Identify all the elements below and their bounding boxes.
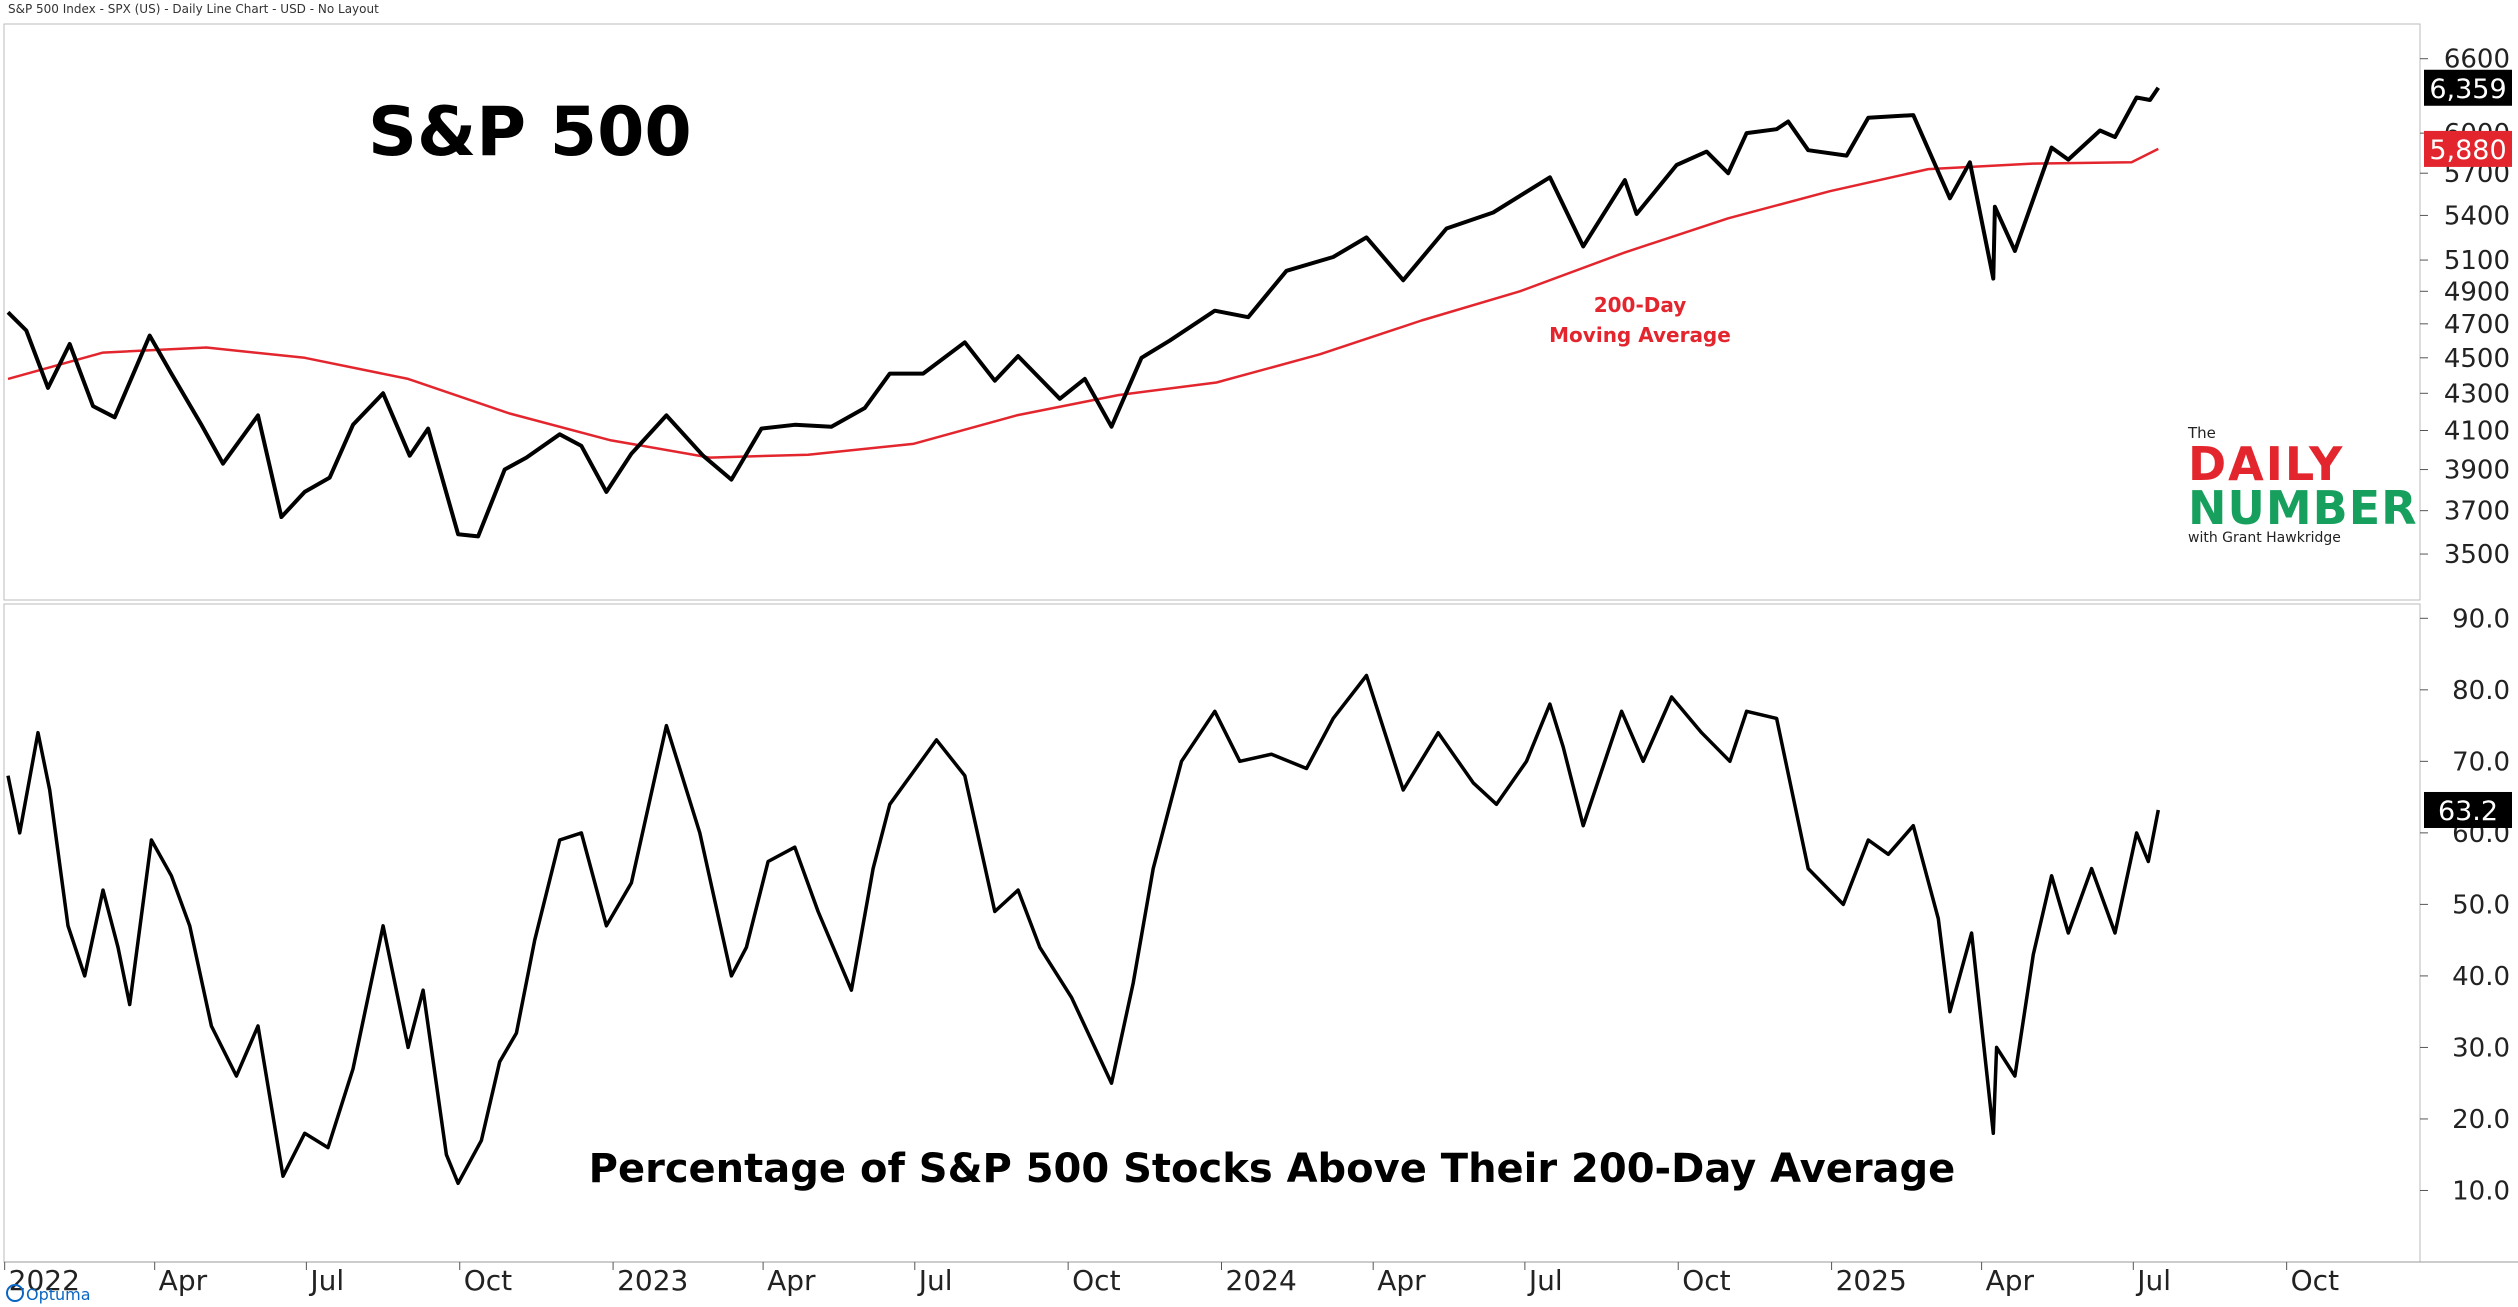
sp500-price-line (6, 86, 2160, 539)
x-tick-label: Jul (308, 1264, 344, 1297)
bottom-y-tick-label: 70.0 (2452, 747, 2510, 777)
sp500-last-value-box (2424, 69, 2512, 106)
bottom-y-tick-label: 80.0 (2452, 676, 2510, 706)
logo-number-text: NUMBER (2188, 481, 2418, 535)
x-tick-label: Apr (1986, 1264, 2035, 1297)
x-tick-label: Oct (1682, 1264, 1730, 1297)
top-y-tick-label: 4500 (2444, 344, 2510, 374)
top-y-tick-label: 4300 (2444, 379, 2510, 409)
breadth-last-value-box (2424, 791, 2512, 828)
moving-average-line (7, 147, 2159, 459)
bottom-y-tick-label: 20.0 (2452, 1105, 2510, 1135)
x-tick-label: Jul (2135, 1264, 2171, 1297)
bottom-y-tick-label: 40.0 (2452, 962, 2510, 992)
ma-annotation-line2: Moving Average (1549, 323, 1731, 347)
x-tick-label: Apr (767, 1264, 816, 1297)
x-tick-label: 2025 (1836, 1264, 1907, 1297)
x-tick-label: Oct (464, 1264, 512, 1297)
optuma-label: Optuma (26, 1285, 91, 1304)
top-y-tick-label: 3700 (2444, 497, 2510, 527)
sp500-panel: S&P 500 200-Day Moving Average (6, 86, 2160, 539)
optuma-logo-icon (6, 1284, 24, 1302)
top-y-tick-label: 4100 (2444, 416, 2510, 446)
logo-daily-text: DAILY (2188, 437, 2345, 491)
x-tick-label: Jul (917, 1264, 953, 1297)
panel-frames (3, 23, 2518, 1263)
top-y-tick-label: 4700 (2444, 310, 2510, 340)
ma-annotation-line1: 200-Day (1594, 293, 1687, 317)
breadth-last-value: 63.2 (2438, 796, 2498, 827)
top-y-tick-label: 4900 (2444, 277, 2510, 307)
x-tick-label: Oct (2291, 1264, 2339, 1297)
logo-the-text: The (2188, 424, 2216, 442)
optuma-watermark: Optuma (6, 1284, 91, 1304)
top-y-tick-label: 3500 (2444, 540, 2510, 570)
top-y-tick-label: 3900 (2444, 456, 2510, 486)
x-tick-label: Oct (1072, 1264, 1120, 1297)
x-tick-label: 2024 (1226, 1264, 1297, 1297)
breadth-title: Percentage of S&P 500 Stocks Above Their… (589, 1146, 1956, 1192)
bottom-y-tick-label: 50.0 (2452, 890, 2510, 920)
ma-last-value-box (2424, 130, 2512, 167)
top-panel-frame (3, 23, 2421, 601)
breadth-panel: Percentage of S&P 500 Stocks Above Their… (6, 673, 2161, 1192)
bottom-y-tick-label: 10.0 (2452, 1176, 2510, 1206)
bottom-y-tick-label: 90.0 (2452, 604, 2510, 634)
bottom-y-tick-label: 30.0 (2452, 1033, 2510, 1063)
sp500-last-value: 6,359 (2429, 74, 2506, 105)
logo-byline-text: with Grant Hawkridge (2188, 530, 2341, 546)
chart-header-caption: S&P 500 Index - SPX (US) - Daily Line Ch… (8, 2, 379, 16)
x-tick-label: Apr (159, 1264, 208, 1297)
daily-number-logo: The DAILY NUMBER with Grant Hawkridge (2188, 424, 2428, 546)
sp500-title: S&P 500 (368, 93, 692, 172)
x-tick-label: Jul (1527, 1264, 1563, 1297)
breadth-line (6, 673, 2161, 1186)
ma-last-value: 5,880 (2429, 135, 2506, 166)
top-y-tick-label: 6600 (2444, 45, 2510, 75)
x-tick-label: Apr (1377, 1264, 1426, 1297)
top-y-tick-label: 5100 (2444, 246, 2510, 276)
top-y-tick-label: 5400 (2444, 201, 2510, 231)
x-tick-label: 2023 (617, 1264, 688, 1297)
